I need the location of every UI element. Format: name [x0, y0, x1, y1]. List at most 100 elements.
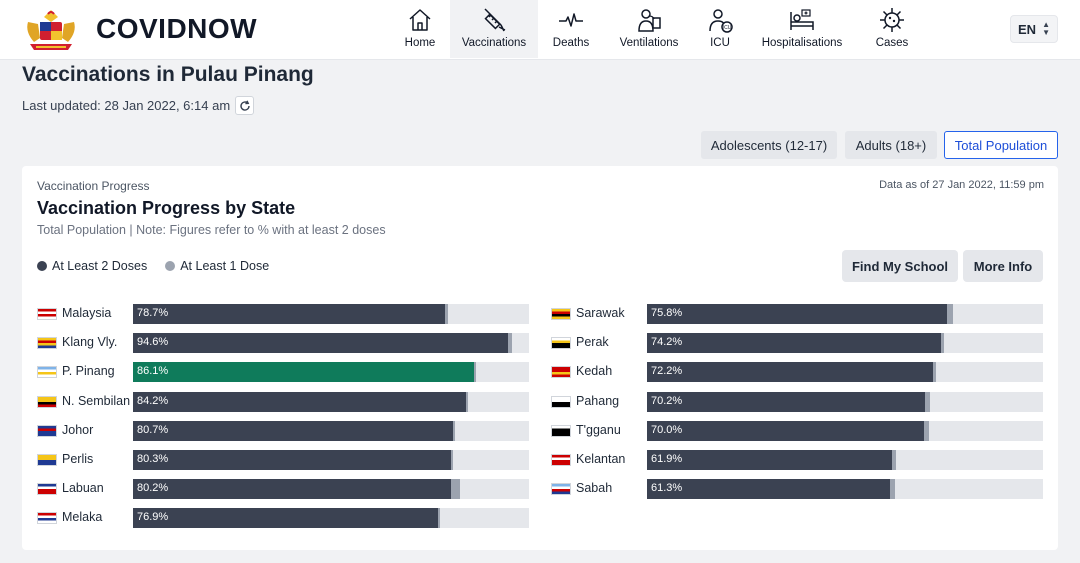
state-row-t-gganu[interactable]: T'gganu 70.0%	[551, 420, 1043, 441]
legend-label: At Least 2 Doses	[52, 259, 148, 273]
state-row-melaka[interactable]: Melaka 76.9%	[37, 508, 529, 529]
state-label: N. Sembilan	[62, 393, 131, 408]
state-row-n-sembilan[interactable]: N. Sembilan 84.2%	[37, 391, 529, 412]
bar-dose2: 70.0%	[647, 420, 925, 441]
bar-value-label: 70.0%	[651, 423, 683, 436]
state-label: T'gganu	[576, 422, 621, 437]
bar-dose2: 80.2%	[133, 479, 451, 500]
data-as-of: Data as of 27 Jan 2022, 11:59 pm	[879, 179, 1044, 191]
bar-dose2: 80.7%	[133, 420, 453, 441]
card-note: Total Population | Note: Figures refer t…	[37, 223, 386, 237]
bar-track: 70.0%	[647, 420, 1043, 441]
flag-p-pinang-icon	[37, 366, 57, 379]
bar-track: 80.7%	[133, 420, 529, 441]
bar-value-label: 72.2%	[651, 365, 683, 378]
legend-dot-icon	[37, 261, 47, 271]
bar-track: 61.3%	[647, 479, 1043, 500]
bar-value-label: 80.2%	[137, 482, 169, 495]
nav-hospitalisations-label: Hospitalisations	[761, 37, 843, 49]
state-row-p-pinang[interactable]: P. Pinang 86.1%	[37, 362, 529, 383]
bar-dose2: 78.7%	[133, 304, 445, 324]
hospital-bed-icon	[790, 9, 814, 30]
flag-kelantan-icon	[551, 454, 571, 466]
bar-track: 70.2%	[647, 391, 1043, 412]
nav-cases[interactable]: Cases	[858, 0, 926, 58]
bar-dose2: 75.8%	[647, 304, 948, 324]
state-row-malaysia[interactable]: Malaysia 78.7%	[37, 304, 529, 324]
state-row-johor[interactable]: Johor 80.7%	[37, 420, 529, 441]
state-row-perlis[interactable]: Perlis 80.3%	[37, 450, 529, 470]
bar-track: 84.2%	[133, 391, 529, 412]
bar-dose2: 84.2%	[133, 391, 467, 412]
state-label: Perak	[576, 335, 609, 350]
bar-value-label: 80.3%	[137, 453, 169, 465]
state-label: Sabah	[576, 481, 613, 496]
nav-vaccinations[interactable]: Vaccinations	[450, 0, 538, 58]
bar-value-label: 84.2%	[137, 394, 169, 407]
state-label: Perlis	[62, 452, 94, 466]
svg-text:ICU: ICU	[723, 25, 732, 31]
card-subtitle: Vaccination Progress	[37, 179, 150, 193]
bar-value-label: 61.3%	[651, 482, 683, 495]
state-row-klang-vly[interactable]: Klang Vly. 94.6%	[37, 333, 529, 354]
nav-icu-label: ICU	[710, 37, 730, 49]
nav-ventilations[interactable]: Ventilations	[604, 0, 694, 58]
bar-dose2: 94.6%	[133, 333, 508, 354]
nav-cases-label: Cases	[875, 37, 909, 49]
state-label: Labuan	[62, 481, 104, 496]
bar-dose2: 86.1%	[133, 362, 474, 383]
state-row-kelantan[interactable]: Kelantan 61.9%	[551, 450, 1043, 470]
state-row-pahang[interactable]: Pahang 70.2%	[551, 391, 1043, 412]
flag-melaka-icon	[37, 512, 57, 525]
nav-deaths[interactable]: Deaths	[538, 0, 604, 58]
flag-johor-icon	[37, 424, 57, 437]
bar-value-label: 76.9%	[137, 511, 169, 524]
tab-adolescents[interactable]: Adolescents (12-17)	[701, 131, 837, 159]
state-row-sabah[interactable]: Sabah 61.3%	[551, 479, 1043, 500]
ventilator-icon	[638, 9, 661, 32]
find-my-school-button[interactable]: Find My School	[842, 250, 958, 282]
page-title: Vaccinations in Pulau Pinang	[22, 63, 314, 86]
tab-adults[interactable]: Adults (18+)	[845, 131, 937, 159]
bar-value-label: 94.6%	[137, 336, 169, 349]
state-label: Klang Vly.	[62, 335, 118, 350]
state-row-kedah[interactable]: Kedah 72.2%	[551, 362, 1043, 383]
flag-perlis-icon	[37, 454, 57, 466]
chart-legend: At Least 2 Doses At Least 1 Dose	[37, 259, 269, 273]
bar-value-label: 61.9%	[651, 453, 683, 465]
bar-dose2: 61.9%	[647, 450, 893, 470]
nav-icu[interactable]: ICU ICU	[694, 0, 746, 58]
flag-sarawak-icon	[551, 308, 571, 320]
nav-hospitalisations[interactable]: Hospitalisations	[746, 0, 858, 58]
virus-icon	[880, 8, 904, 32]
syringe-icon	[484, 8, 506, 32]
nav-vaccinations-label: Vaccinations	[461, 37, 527, 49]
state-label: Malaysia	[62, 306, 112, 320]
tab-total-population[interactable]: Total Population	[944, 131, 1058, 159]
flag-sabah-icon	[551, 483, 571, 496]
language-select[interactable]: EN ▲ ▼	[1010, 15, 1058, 43]
last-updated: Last updated: 28 Jan 2022, 6:14 am	[22, 98, 231, 113]
bar-dose2: 80.3%	[133, 450, 451, 470]
home-icon	[409, 9, 431, 31]
nav-home[interactable]: Home	[390, 0, 450, 58]
state-row-labuan[interactable]: Labuan 80.2%	[37, 479, 529, 500]
top-navbar: COVIDNOW Home Vaccinations Deaths Ventil…	[0, 0, 1080, 60]
select-arrows-icon: ▲ ▼	[1042, 20, 1050, 37]
bar-track: 80.2%	[133, 479, 529, 500]
bar-value-label: 74.2%	[651, 336, 683, 349]
more-info-button[interactable]: More Info	[963, 250, 1043, 282]
refresh-button[interactable]	[235, 96, 254, 115]
bar-track: 86.1%	[133, 362, 529, 383]
state-label: Johor	[62, 422, 94, 437]
bar-dose2: 76.9%	[133, 508, 438, 529]
state-label: P. Pinang	[62, 364, 115, 379]
brand-name[interactable]: COVIDNOW	[96, 13, 258, 44]
bar-value-label: 78.7%	[137, 307, 169, 319]
coat-of-arms-logo[interactable]	[22, 8, 80, 52]
state-row-sarawak[interactable]: Sarawak 75.8%	[551, 304, 1043, 324]
bar-value-label: 70.2%	[651, 394, 683, 407]
bar-track: 78.7%	[133, 304, 529, 324]
state-row-perak[interactable]: Perak 74.2%	[551, 333, 1043, 354]
bar-value-label: 75.8%	[651, 307, 683, 319]
